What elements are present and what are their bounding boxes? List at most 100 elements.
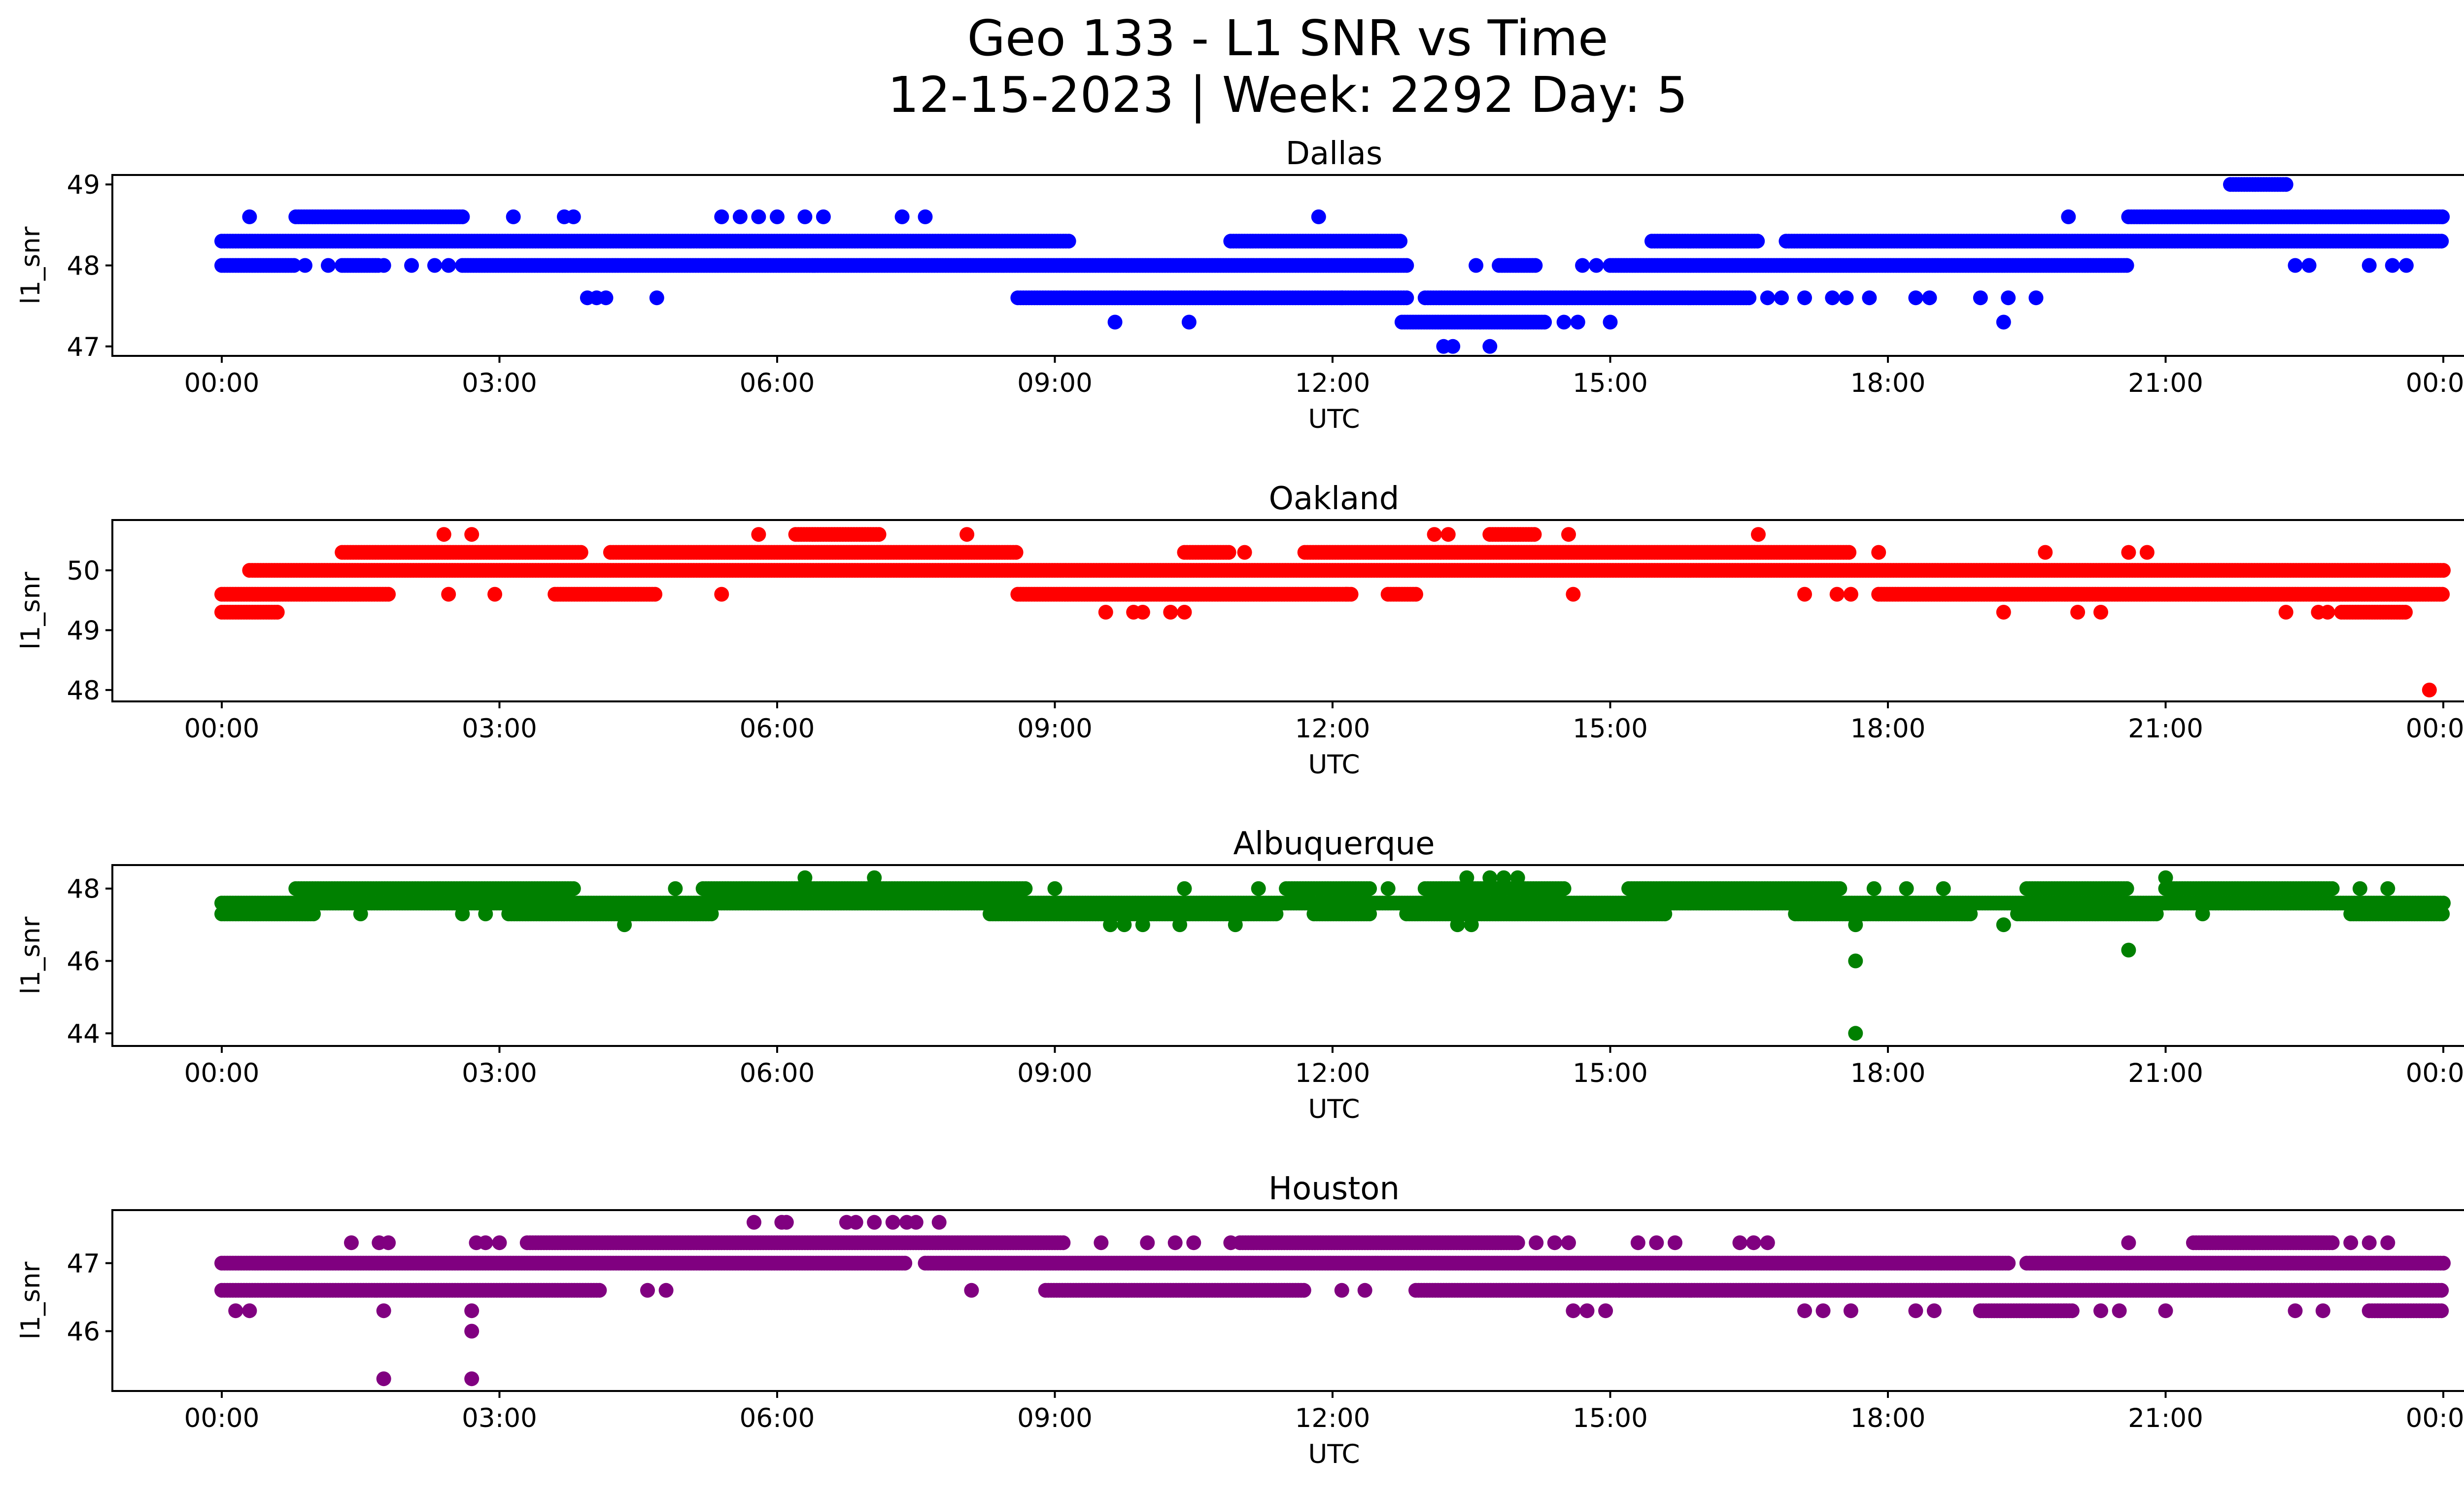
data-point bbox=[1339, 587, 1354, 602]
data-point bbox=[2435, 587, 2450, 602]
data-point bbox=[1408, 587, 1423, 602]
data-point bbox=[1973, 290, 1988, 306]
oakland-x-tick-label: 18:00 bbox=[1850, 714, 1926, 744]
data-point bbox=[376, 258, 391, 273]
dallas-y-tick-label: 49 bbox=[67, 170, 100, 200]
data-point bbox=[648, 587, 663, 602]
data-point bbox=[464, 527, 479, 542]
data-point bbox=[298, 258, 312, 273]
data-point bbox=[1362, 906, 1377, 922]
data-point bbox=[381, 587, 396, 602]
dallas-x-tick-label: 12:00 bbox=[1295, 368, 1370, 398]
data-point bbox=[1399, 290, 1414, 306]
data-point bbox=[441, 258, 456, 273]
data-point bbox=[2028, 290, 2044, 306]
data-point bbox=[1575, 258, 1590, 273]
data-point bbox=[1061, 234, 1076, 249]
figure-title-line2: 12-15-2023 | Week: 2292 Day: 5 bbox=[888, 66, 1687, 124]
oakland-y-tick-label: 48 bbox=[67, 676, 100, 706]
dallas-x-tick-label: 21:00 bbox=[2128, 368, 2203, 398]
data-point bbox=[1750, 234, 1765, 249]
data-point bbox=[404, 258, 419, 273]
dallas-x-tick-label: 18:00 bbox=[1850, 368, 1926, 398]
data-point bbox=[1603, 314, 1618, 330]
data-point bbox=[2093, 605, 2108, 620]
data-point bbox=[566, 209, 581, 224]
data-point bbox=[1221, 545, 1236, 560]
data-point bbox=[2288, 258, 2303, 273]
data-point bbox=[1797, 290, 1812, 306]
data-point bbox=[1774, 290, 1789, 306]
data-point bbox=[1098, 605, 1113, 620]
data-point bbox=[894, 209, 910, 224]
data-point bbox=[1657, 906, 1673, 922]
dallas-x-axis-label: UTC bbox=[1308, 404, 1360, 434]
data-point bbox=[455, 209, 470, 224]
dallas-y-tick-label: 47 bbox=[67, 332, 100, 362]
data-point bbox=[918, 209, 933, 224]
data-point bbox=[1445, 339, 1461, 354]
data-point bbox=[1469, 258, 1484, 273]
figure-title-line1: Geo 133 - L1 SNR vs Time bbox=[967, 9, 1608, 67]
data-point bbox=[2139, 545, 2155, 560]
data-point bbox=[1311, 209, 1326, 224]
oakland-x-tick-label: 06:00 bbox=[740, 714, 815, 744]
data-point bbox=[2119, 258, 2134, 273]
data-point bbox=[1237, 545, 1252, 560]
data-point bbox=[1963, 906, 1978, 922]
data-point bbox=[2038, 545, 2053, 560]
data-point bbox=[2301, 258, 2317, 273]
data-point bbox=[751, 527, 766, 542]
data-point bbox=[2434, 234, 2449, 249]
data-point bbox=[1427, 527, 1442, 542]
data-point bbox=[2422, 682, 2437, 697]
dallas-subplot-title: Dallas bbox=[1286, 136, 1383, 172]
data-point bbox=[270, 605, 285, 620]
dallas-x-tick-label: 00:00 bbox=[2406, 368, 2464, 398]
oakland-x-tick-label: 12:00 bbox=[1295, 714, 1370, 744]
data-point bbox=[1839, 290, 1854, 306]
data-point bbox=[1842, 545, 1857, 560]
data-point bbox=[2435, 209, 2450, 224]
oakland-x-tick-label: 15:00 bbox=[1573, 714, 1648, 744]
data-point bbox=[321, 258, 336, 273]
data-point bbox=[1482, 339, 1498, 354]
data-point bbox=[506, 209, 521, 224]
data-point bbox=[2398, 258, 2414, 273]
data-point bbox=[1556, 314, 1572, 330]
dallas-x-tick-label: 03:00 bbox=[462, 368, 537, 398]
data-point bbox=[441, 587, 456, 602]
data-point bbox=[573, 545, 588, 560]
data-point bbox=[306, 906, 321, 922]
data-point bbox=[242, 209, 257, 224]
data-point bbox=[2385, 258, 2400, 273]
oakland-subplot-title: Oakland bbox=[1269, 481, 1400, 517]
dallas-y-tick-label: 48 bbox=[67, 251, 100, 281]
data-point bbox=[427, 258, 442, 273]
data-point bbox=[1589, 258, 1604, 273]
data-point bbox=[1537, 314, 1552, 330]
oakland-y-tick-label: 50 bbox=[67, 556, 100, 586]
data-point bbox=[1922, 290, 1937, 306]
data-point bbox=[1996, 605, 2011, 620]
data-point bbox=[1399, 258, 1414, 273]
data-point bbox=[2001, 290, 2016, 306]
oakland-x-tick-label: 09:00 bbox=[1017, 714, 1093, 744]
data-point bbox=[2398, 605, 2413, 620]
data-point bbox=[1751, 527, 1766, 542]
data-point bbox=[1566, 587, 1581, 602]
data-point bbox=[1760, 290, 1775, 306]
data-point bbox=[2278, 605, 2293, 620]
data-point bbox=[751, 209, 766, 224]
data-point bbox=[286, 258, 302, 273]
dallas-scatter-series bbox=[214, 177, 2450, 354]
oakland-y-tick-label: 49 bbox=[67, 616, 100, 646]
data-point bbox=[598, 290, 614, 306]
data-point bbox=[1181, 314, 1197, 330]
data-point bbox=[816, 209, 831, 224]
data-point bbox=[436, 527, 451, 542]
data-point bbox=[1268, 906, 1284, 922]
data-point bbox=[1871, 545, 1886, 560]
